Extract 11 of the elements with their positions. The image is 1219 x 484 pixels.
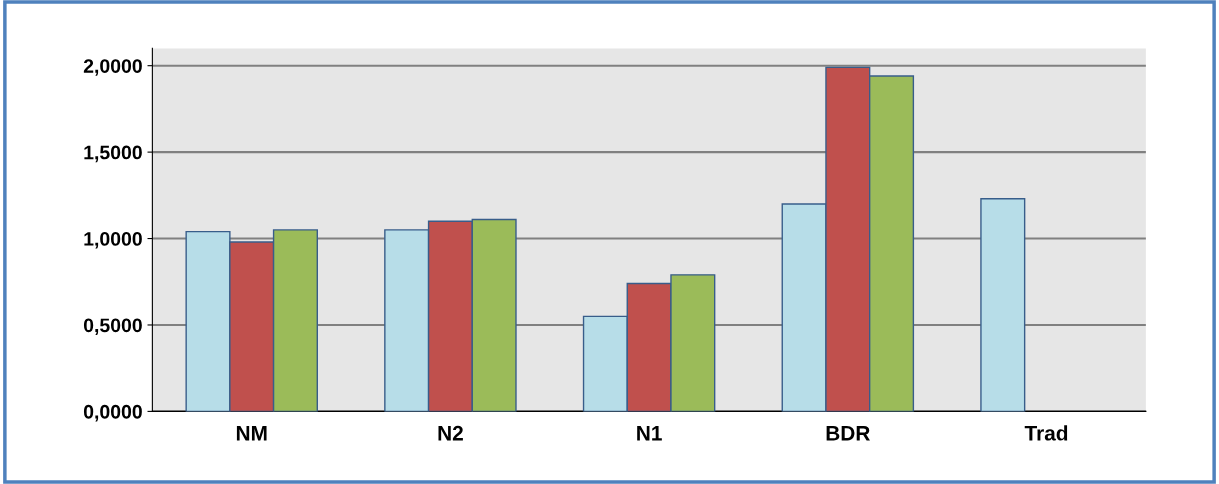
x-tick-label: N2	[438, 425, 463, 441]
y-tick-label: 0,5000	[83, 318, 142, 336]
y-tick-label: 1,5000	[84, 145, 142, 163]
x-tick-label: BDR	[826, 426, 870, 441]
x-tick-label: NM	[236, 426, 267, 441]
y-tick-label: 2,0000	[83, 59, 142, 76]
x-tick-label: N1	[637, 426, 662, 441]
y-tick-label: 0,0000	[83, 404, 142, 422]
x-tick-label: Trad	[1024, 425, 1068, 441]
y-tick-label: 1,0000	[84, 232, 142, 249]
bar	[980, 198, 1026, 412]
